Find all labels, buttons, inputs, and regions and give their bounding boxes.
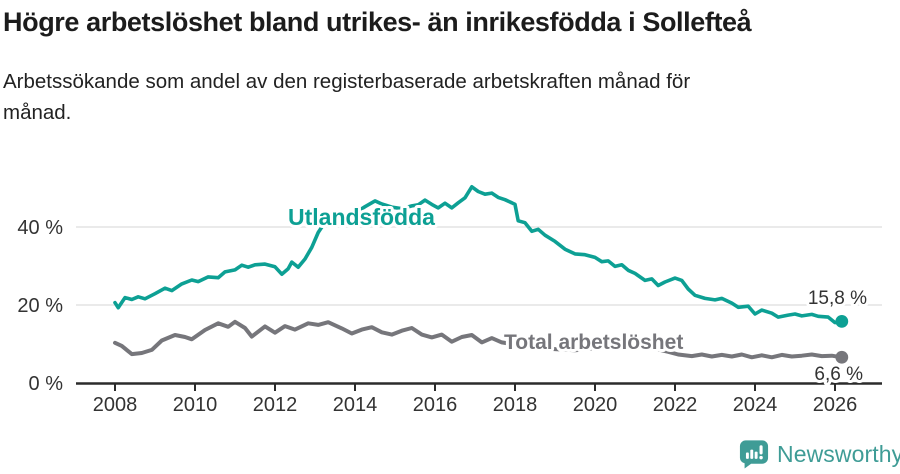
unemployment-line-chart: 0 % 20 % 40 % 2008 2010 2012 2014 2016 2018 2020 2… bbox=[17, 185, 882, 416]
series-line-foreign-born bbox=[113, 185, 844, 325]
series-end-dot-total bbox=[835, 350, 849, 364]
x-axis-tick-label: 2008 bbox=[93, 394, 138, 416]
chart-title: Högre arbetslöshet bland utrikes- än inr… bbox=[3, 7, 752, 37]
x-axis-tick-label: 2010 bbox=[173, 394, 218, 416]
y-axis-tick-label: 40 % bbox=[17, 217, 63, 239]
series-label-foreign-born: Utlandsfödda bbox=[288, 204, 435, 230]
x-axis-tick-label: 2020 bbox=[573, 394, 618, 416]
series-end-dot-foreign-born bbox=[835, 314, 849, 328]
x-axis-tick-label: 2012 bbox=[253, 394, 298, 416]
y-axis-tick-label: 20 % bbox=[17, 295, 63, 317]
series-label-total: Total arbetslöshet bbox=[504, 331, 683, 354]
y-axis-tick-label: 0 % bbox=[29, 373, 64, 395]
x-axis-tick-label: 2026 bbox=[813, 394, 858, 416]
brand-name: Newsworthy bbox=[777, 440, 900, 467]
brand-footer: Newsworthy bbox=[738, 438, 900, 470]
end-value-label-total: 6,6 % bbox=[814, 364, 863, 385]
chart-subtitle: Arbetssökande som andel av den registerb… bbox=[3, 70, 691, 125]
newsworthy-logo-icon bbox=[739, 440, 769, 469]
x-axis-tick-label: 2016 bbox=[413, 394, 458, 416]
x-axis-tick-label: 2018 bbox=[493, 394, 538, 416]
series-line-total bbox=[113, 319, 844, 360]
end-value-label-foreign-born: 15,8 % bbox=[808, 288, 867, 309]
x-axis-tick-label: 2022 bbox=[653, 394, 698, 416]
x-axis-tick-label: 2024 bbox=[733, 394, 778, 416]
x-axis-tick-label: 2014 bbox=[333, 394, 378, 416]
